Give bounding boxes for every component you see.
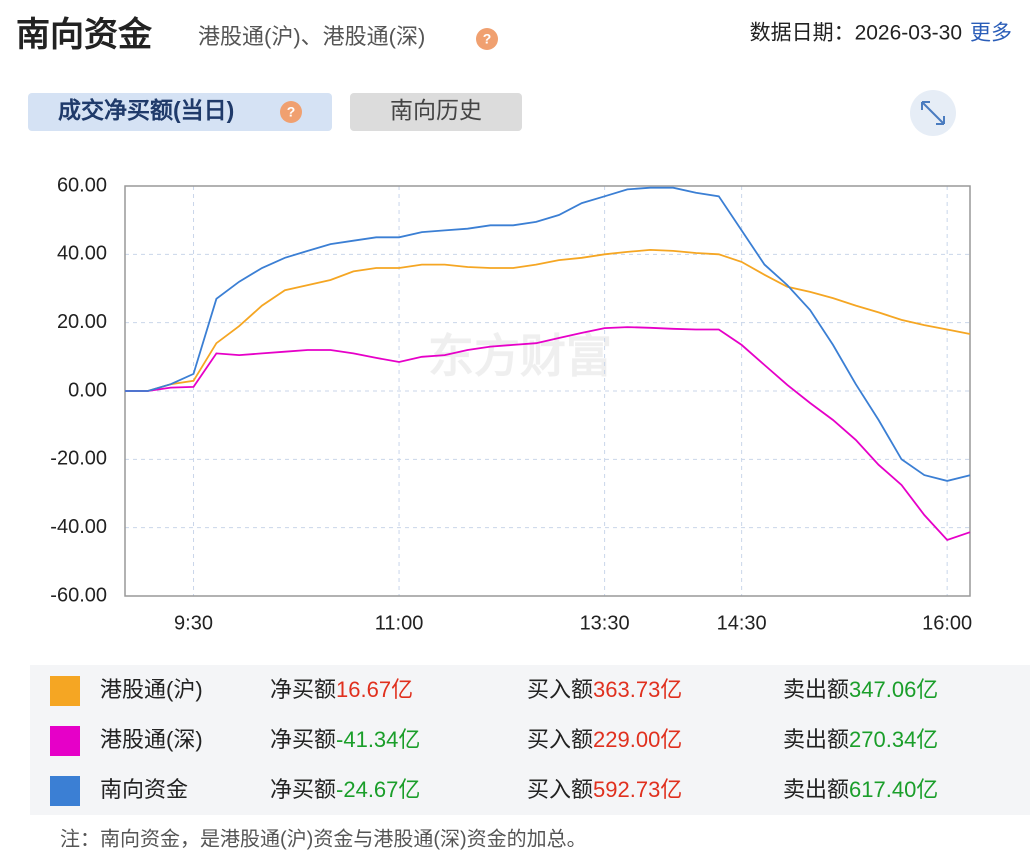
tab-label: 南向历史 bbox=[390, 97, 482, 123]
y-tick-label: 20.00 bbox=[57, 311, 107, 333]
x-tick-label: 9:30 bbox=[174, 612, 213, 634]
cell: 净买额16.67亿 bbox=[270, 677, 413, 702]
cell-label: 卖出额 bbox=[783, 677, 849, 702]
watermark: 东方财富 bbox=[428, 330, 612, 382]
cell-value: 592.73亿 bbox=[593, 777, 682, 802]
y-tick-label: 40.00 bbox=[57, 243, 107, 265]
tab-label: 成交净买额(当日) bbox=[58, 97, 234, 123]
cell: 买入额592.73亿 bbox=[527, 777, 682, 802]
y-tick-label: -20.00 bbox=[50, 448, 107, 470]
cell: 卖出额617.40亿 bbox=[783, 777, 938, 802]
legend-panel bbox=[30, 665, 1030, 815]
cell-label: 买入额 bbox=[527, 677, 593, 702]
cell-value: -41.34亿 bbox=[336, 727, 420, 752]
tab[interactable] bbox=[350, 93, 522, 131]
help-icon-glyph: ? bbox=[287, 104, 296, 120]
help-icon-glyph: ? bbox=[483, 31, 492, 47]
help-icon[interactable] bbox=[280, 101, 302, 123]
cell-label: 卖出额 bbox=[783, 777, 849, 802]
y-tick-label: 0.00 bbox=[68, 379, 107, 401]
y-tick-label: -60.00 bbox=[50, 584, 107, 606]
cell-value: 16.67亿 bbox=[336, 677, 413, 702]
legend-name: 南向资金 bbox=[100, 777, 188, 802]
cell-value: 270.34亿 bbox=[849, 727, 938, 752]
y-tick-label: -40.00 bbox=[50, 516, 107, 538]
cell-value: 229.00亿 bbox=[593, 727, 682, 752]
cell-label: 买入额 bbox=[527, 777, 593, 802]
cell-value: 617.40亿 bbox=[849, 777, 938, 802]
subtitle: 港股通(沪)、港股通(深) bbox=[198, 24, 425, 49]
x-tick-label: 11:00 bbox=[375, 612, 424, 634]
cell-value: 363.73亿 bbox=[593, 677, 682, 702]
y-tick-label: 60.00 bbox=[57, 174, 107, 196]
cell-label: 净买额 bbox=[270, 727, 336, 752]
series-line bbox=[125, 186, 971, 482]
legend-name: 港股通(深) bbox=[100, 727, 203, 752]
cell: 卖出额347.06亿 bbox=[783, 677, 938, 702]
date: 数据日期：2026-03-30 bbox=[750, 22, 962, 45]
cell-label: 买入额 bbox=[527, 727, 593, 752]
cell-label: 净买额 bbox=[270, 777, 336, 802]
cell-label: 卖出额 bbox=[783, 727, 849, 752]
cell: 净买额-41.34亿 bbox=[270, 727, 420, 752]
more-link[interactable]: 更多 bbox=[970, 22, 1012, 45]
cell: 买入额229.00亿 bbox=[527, 727, 682, 752]
x-tick-label: 16:00 bbox=[922, 612, 972, 634]
plot-frame bbox=[124, 185, 971, 597]
cell: 卖出额270.34亿 bbox=[783, 727, 938, 752]
tab-active[interactable] bbox=[28, 93, 332, 131]
cell-value: 347.06亿 bbox=[849, 677, 938, 702]
series-line bbox=[125, 248, 971, 392]
expand-icon bbox=[921, 101, 945, 125]
legend-name: 港股通(沪) bbox=[100, 677, 203, 702]
x-tick-label: 13:30 bbox=[580, 612, 630, 634]
cell-value: -24.67亿 bbox=[336, 777, 420, 802]
series-line bbox=[125, 326, 971, 542]
legend-swatch bbox=[50, 776, 80, 806]
help-icon[interactable] bbox=[476, 28, 498, 50]
cell: 净买额-24.67亿 bbox=[270, 777, 420, 802]
cell-label: 净买额 bbox=[270, 677, 336, 702]
note: 注：南向资金，是港股通(沪)资金与港股通(深)资金的加总。 bbox=[60, 827, 587, 850]
x-tick-label: 14:30 bbox=[717, 612, 767, 634]
legend-swatch bbox=[50, 676, 80, 706]
title: 南向资金 bbox=[16, 15, 153, 54]
cell: 买入额363.73亿 bbox=[527, 677, 682, 702]
legend-swatch bbox=[50, 726, 80, 756]
